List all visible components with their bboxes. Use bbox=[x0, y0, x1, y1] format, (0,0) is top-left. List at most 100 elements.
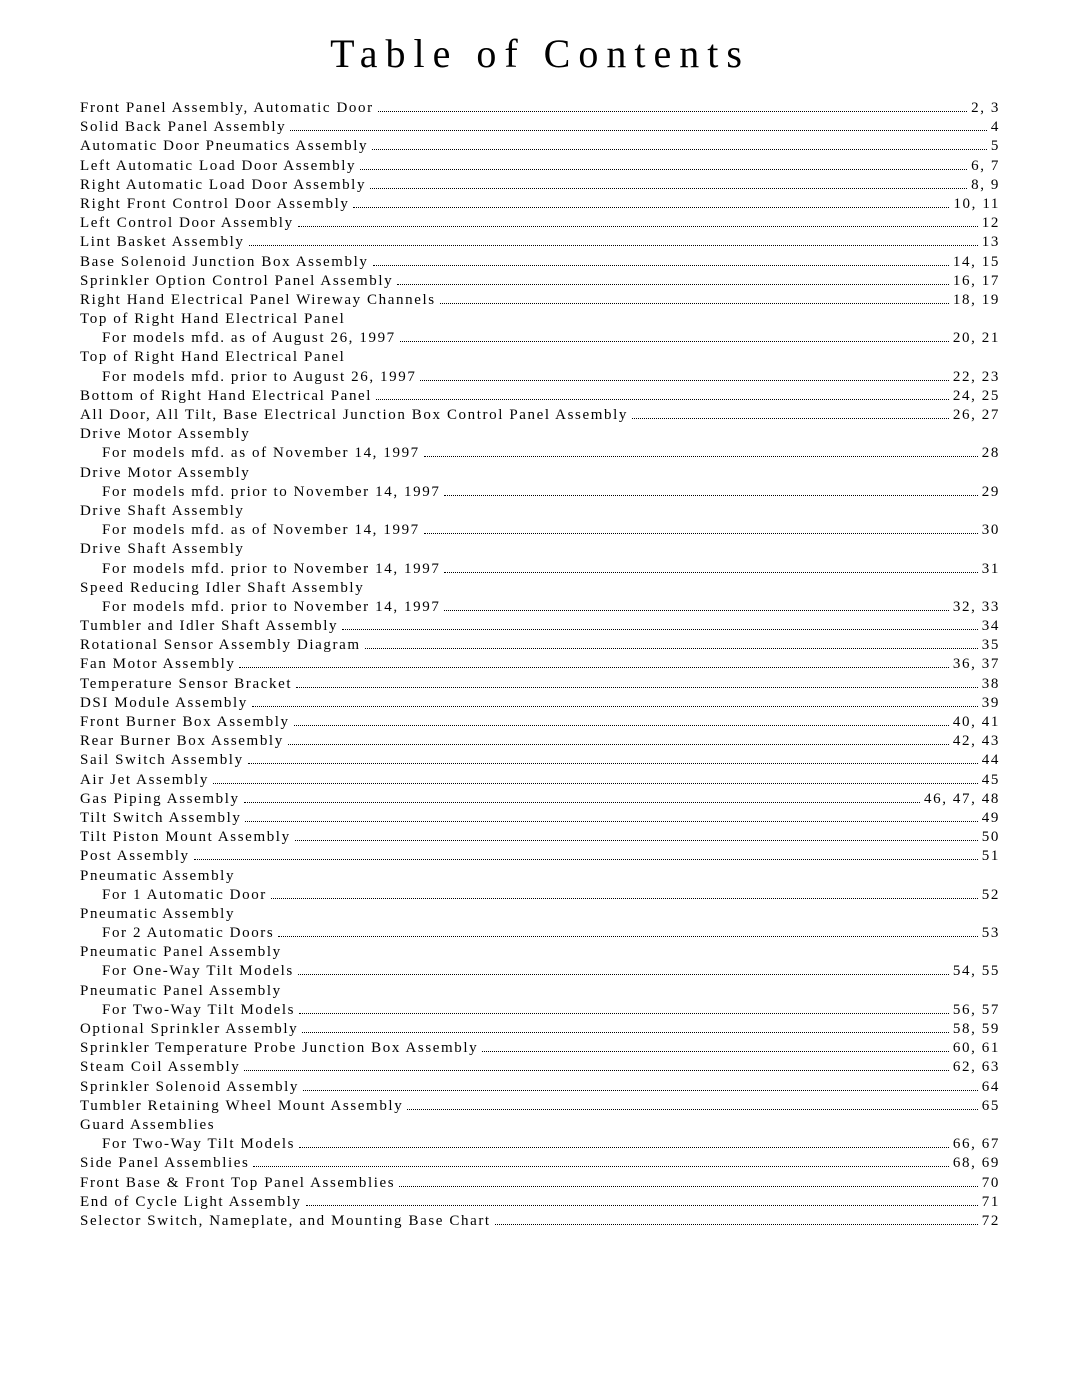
toc-entry-label: Post Assembly bbox=[80, 847, 190, 866]
toc-entry-page: 30 bbox=[982, 521, 1000, 540]
toc-entry: Automatic Door Pneumatics Assembly5 bbox=[80, 137, 1000, 156]
toc-leader-dots bbox=[376, 399, 949, 400]
toc-leader-dots bbox=[420, 380, 948, 381]
toc-entry: Rotational Sensor Assembly Diagram 35 bbox=[80, 636, 1000, 655]
toc-entry-label: For 2 Automatic Doors bbox=[102, 924, 274, 943]
toc-entry-page: 20, 21 bbox=[953, 329, 1000, 348]
toc-entry-label: Tumbler Retaining Wheel Mount Assembly bbox=[80, 1097, 403, 1116]
toc-leader-dots bbox=[353, 207, 949, 208]
toc-entry-page: 28 bbox=[982, 444, 1000, 463]
toc-entry-label: For One-Way Tilt Models bbox=[102, 962, 294, 981]
toc-leader-dots bbox=[299, 1013, 949, 1014]
toc-entry: Sprinkler Option Control Panel Assembly 1… bbox=[80, 272, 1000, 291]
toc-heading: Drive Motor Assembly bbox=[80, 425, 1000, 444]
toc-entry-label: Fan Motor Assembly bbox=[80, 655, 235, 674]
toc-leader-dots bbox=[365, 648, 978, 649]
toc-entry-label: Lint Basket Assembly bbox=[80, 233, 245, 252]
toc-entry: For models mfd. prior to November 14, 19… bbox=[80, 598, 1000, 617]
toc-entry-page: 42, 43 bbox=[953, 732, 1000, 751]
toc-leader-dots bbox=[213, 783, 978, 784]
toc-leader-dots bbox=[399, 1186, 978, 1187]
toc-entry-page: 50 bbox=[982, 828, 1000, 847]
toc-entry-label: Right Front Control Door Assembly bbox=[80, 195, 349, 214]
toc-entry-label: Rotational Sensor Assembly Diagram bbox=[80, 636, 361, 655]
toc-entry: Post Assembly 51 bbox=[80, 847, 1000, 866]
toc-entry: Sprinkler Solenoid Assembly64 bbox=[80, 1078, 1000, 1097]
toc-entry-page: 68, 69 bbox=[953, 1154, 1000, 1173]
toc-entry-label: For models mfd. prior to November 14, 19… bbox=[102, 560, 440, 579]
toc-entry: Base Solenoid Junction Box Assembly14, 1… bbox=[80, 253, 1000, 272]
toc-leader-dots bbox=[407, 1109, 978, 1110]
toc-entry-label: Front Base & Front Top Panel Assemblies bbox=[80, 1174, 395, 1193]
toc-entry-page: 35 bbox=[982, 636, 1000, 655]
toc-leader-dots bbox=[495, 1224, 978, 1225]
toc-leader-dots bbox=[295, 840, 978, 841]
toc-entry-page: 2, 3 bbox=[971, 99, 1000, 118]
toc-entry-page: 38 bbox=[982, 675, 1000, 694]
toc-entry-page: 66, 67 bbox=[953, 1135, 1000, 1154]
toc-entry: Tilt Switch Assembly49 bbox=[80, 809, 1000, 828]
toc-entry-label: Front Panel Assembly, Automatic Door bbox=[80, 99, 374, 118]
toc-entry: End of Cycle Light Assembly71 bbox=[80, 1193, 1000, 1212]
toc-entry: For models mfd. as of November 14, 19973… bbox=[80, 521, 1000, 540]
toc-entry-label: For Two-Way Tilt Models bbox=[102, 1001, 295, 1020]
toc-entry-page: 39 bbox=[982, 694, 1000, 713]
toc-entry-page: 53 bbox=[982, 924, 1000, 943]
toc-entry: Optional Sprinkler Assembly58, 59 bbox=[80, 1020, 1000, 1039]
toc-leader-dots bbox=[296, 687, 978, 688]
toc-heading: Pneumatic Panel Assembly bbox=[80, 982, 1000, 1001]
toc-leader-dots bbox=[244, 802, 920, 803]
toc-entry-label: Right Automatic Load Door Assembly bbox=[80, 176, 366, 195]
toc-leader-dots bbox=[248, 763, 978, 764]
toc-entry-label: Tilt Piston Mount Assembly bbox=[80, 828, 291, 847]
toc-entry-label: For models mfd. prior to August 26, 1997 bbox=[102, 368, 416, 387]
toc-entry: Sail Switch Assembly44 bbox=[80, 751, 1000, 770]
toc-entry: Bottom of Right Hand Electrical Panel24,… bbox=[80, 387, 1000, 406]
toc-entry: Air Jet Assembly45 bbox=[80, 771, 1000, 790]
toc-leader-dots bbox=[444, 495, 977, 496]
toc-heading: Guard Assemblies bbox=[80, 1116, 1000, 1135]
toc-entry-page: 16, 17 bbox=[953, 272, 1000, 291]
toc-entry: For Two-Way Tilt Models66, 67 bbox=[80, 1135, 1000, 1154]
toc-heading: Pneumatic Assembly bbox=[80, 905, 1000, 924]
toc-entry: Selector Switch, Nameplate, and Mounting… bbox=[80, 1212, 1000, 1231]
toc-leader-dots bbox=[306, 1205, 978, 1206]
toc-leader-dots bbox=[271, 898, 978, 899]
toc-entry-page: 29 bbox=[982, 483, 1000, 502]
toc-entry-label: Tumbler and Idler Shaft Assembly bbox=[80, 617, 338, 636]
toc-entry-label: Sprinkler Option Control Panel Assembly bbox=[80, 272, 393, 291]
toc-entry: For models mfd. as of November 14, 19972… bbox=[80, 444, 1000, 463]
toc-leader-dots bbox=[424, 456, 978, 457]
toc-entry-label: Sprinkler Temperature Probe Junction Box… bbox=[80, 1039, 478, 1058]
toc-entry-page: 70 bbox=[982, 1174, 1000, 1193]
toc-entry-page: 24, 25 bbox=[953, 387, 1000, 406]
toc-entry-page: 62, 63 bbox=[953, 1058, 1000, 1077]
toc-heading: Pneumatic Panel Assembly bbox=[80, 943, 1000, 962]
toc-leader-dots bbox=[290, 130, 987, 131]
toc-leader-dots bbox=[372, 149, 987, 150]
toc-leader-dots bbox=[245, 821, 977, 822]
toc-entry: Tilt Piston Mount Assembly 50 bbox=[80, 828, 1000, 847]
toc-leader-dots bbox=[252, 706, 978, 707]
toc-entry: Front Panel Assembly, Automatic Door 2, 3 bbox=[80, 99, 1000, 118]
toc-heading: Top of Right Hand Electrical Panel bbox=[80, 348, 1000, 367]
toc-leader-dots bbox=[400, 341, 949, 342]
toc-entry-page: 46, 47, 48 bbox=[924, 790, 1000, 809]
toc-entry: For models mfd. prior to November 14, 19… bbox=[80, 483, 1000, 502]
toc-entry-page: 36, 37 bbox=[953, 655, 1000, 674]
toc-entry-label: Rear Burner Box Assembly bbox=[80, 732, 284, 751]
toc-leader-dots bbox=[302, 1032, 949, 1033]
toc-leader-dots bbox=[482, 1051, 949, 1052]
toc-heading: Pneumatic Assembly bbox=[80, 867, 1000, 886]
toc-entry: Rear Burner Box Assembly 42, 43 bbox=[80, 732, 1000, 751]
toc-entry-page: 22, 23 bbox=[953, 368, 1000, 387]
toc-entry: Fan Motor Assembly 36, 37 bbox=[80, 655, 1000, 674]
toc-entry: For 1 Automatic Door52 bbox=[80, 886, 1000, 905]
toc-leader-dots bbox=[444, 572, 977, 573]
toc-entry-page: 51 bbox=[982, 847, 1000, 866]
toc-leader-dots bbox=[360, 169, 967, 170]
toc-entry: Right Hand Electrical Panel Wireway Chan… bbox=[80, 291, 1000, 310]
toc-leader-dots bbox=[444, 610, 948, 611]
toc-entry: For Two-Way Tilt Models56, 57 bbox=[80, 1001, 1000, 1020]
toc-entry-page: 18, 19 bbox=[953, 291, 1000, 310]
